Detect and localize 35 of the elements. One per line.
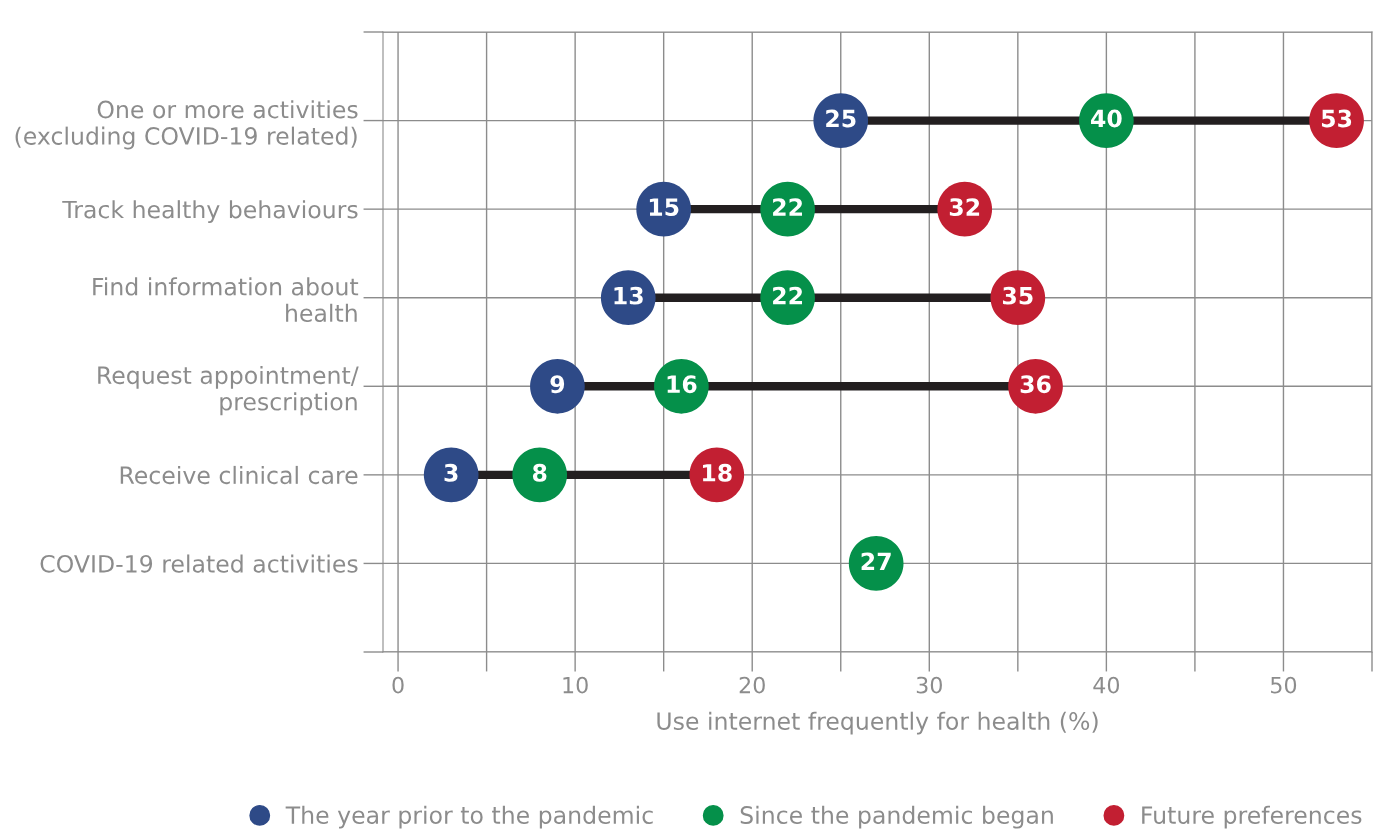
legend-label: Future preferences [1142,805,1362,829]
data-label: 40 [1091,109,1122,128]
data-label: 22 [773,198,803,216]
y-tick-label: Receive clinical care [120,465,358,485]
x-tick-label: 20 [739,676,765,694]
data-label: 3 [444,463,458,482]
x-tick-label: 40 [1093,676,1120,694]
y-tick-label: One or more activities (excluding COVID-19 related) [15,100,358,150]
x-tick-label: 50 [1271,676,1297,694]
y-tick-label: Find information about health [93,277,359,323]
data-label: 22 [773,286,803,305]
legend-label: The year prior to the pandemic [285,805,653,829]
point [423,447,479,503]
y-tick-label: Request appointment/ prescription [98,365,359,416]
point [530,358,585,414]
data-label: 36 [1020,375,1051,394]
data-label: 53 [1321,109,1352,128]
x-axis-title: Use internet frequently for health (%) [657,711,1098,735]
legend-label: Since the pandemic began [740,805,1053,829]
data-label: 9 [550,375,565,394]
data-label: 16 [667,375,697,394]
point [512,447,568,503]
y-tick-label: COVID-19 related activities [40,554,358,573]
y-tick-label: Track healthy behaviours [62,200,358,224]
data-label: 8 [532,463,547,482]
data-label: 15 [649,198,679,216]
data-label: 35 [1002,286,1033,305]
data-label: 32 [949,198,980,216]
x-tick-label: 0 [392,676,404,694]
data-label: 25 [826,109,856,128]
data-label: 27 [861,552,891,570]
data-label: 13 [614,286,643,305]
x-tick-label: 30 [916,676,942,694]
data-label: 18 [703,463,732,482]
x-tick-label: 10 [563,676,588,694]
